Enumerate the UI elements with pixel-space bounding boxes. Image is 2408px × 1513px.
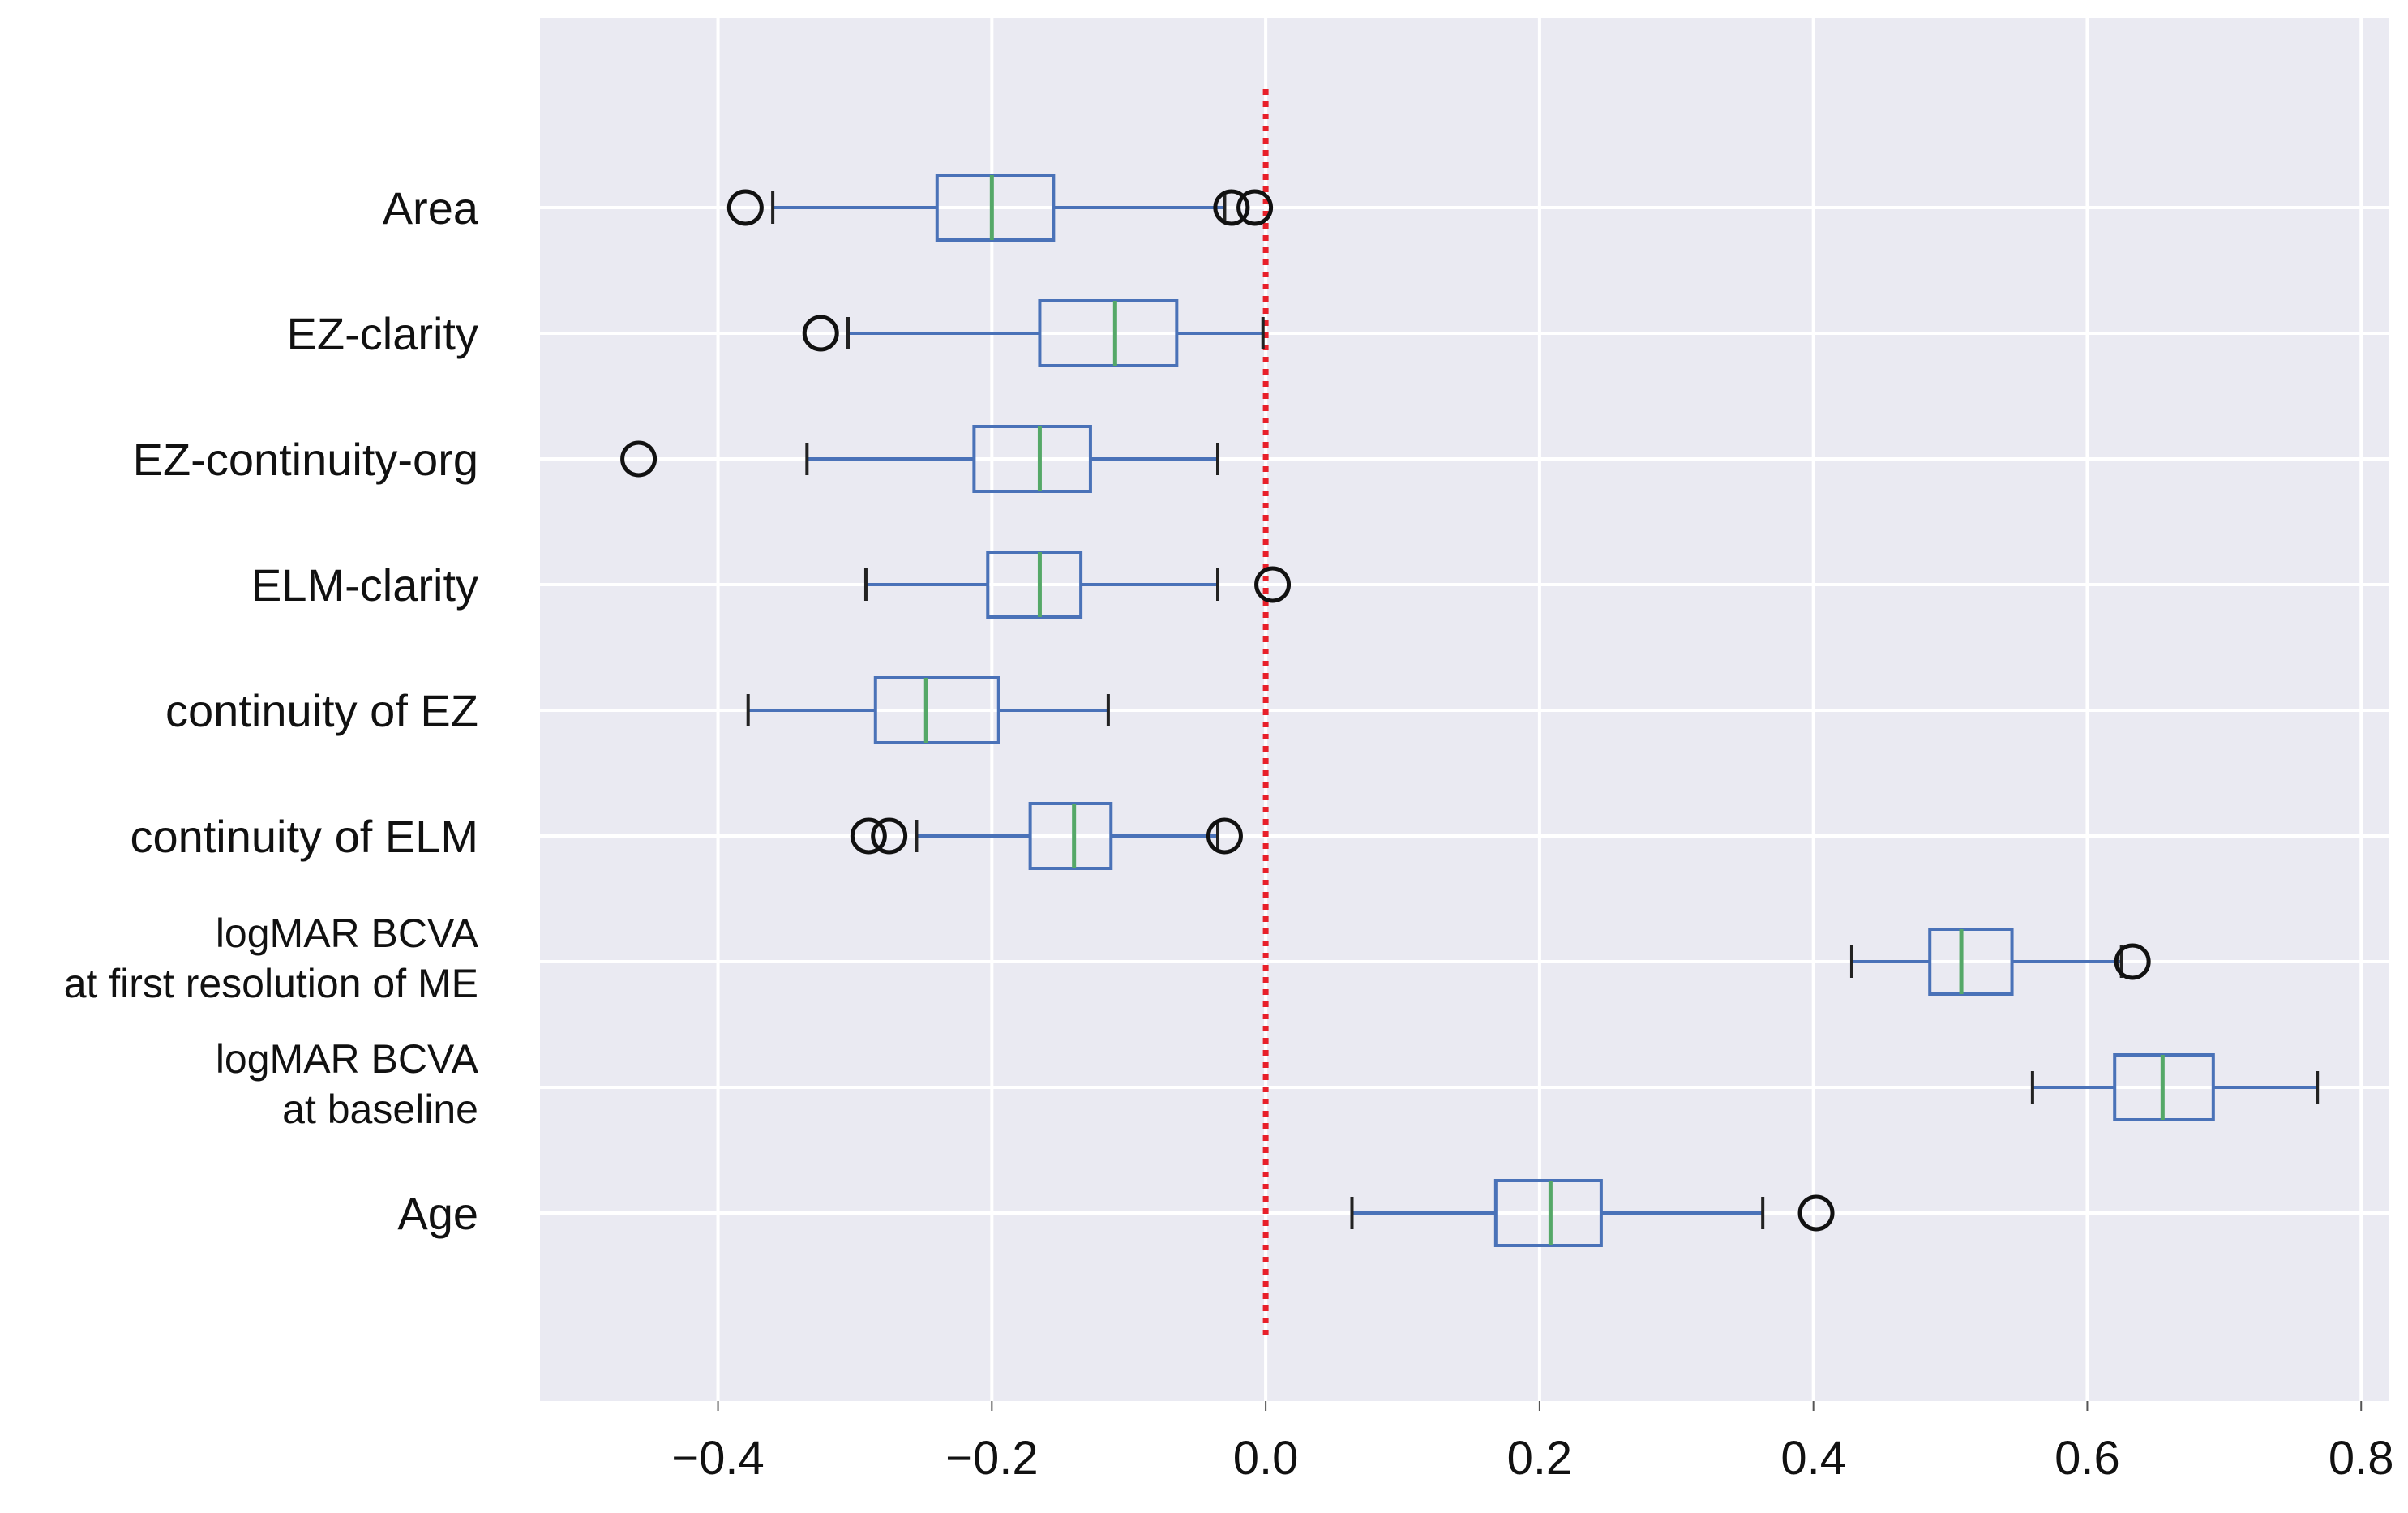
x-tick-label: 0.6 <box>2055 1432 2120 1485</box>
box-group <box>850 802 1243 870</box>
category-label: Age <box>397 1188 478 1239</box>
category-label-line: logMAR BCVA <box>216 1036 479 1082</box>
category-label: Area <box>383 182 479 234</box>
x-tick-label: 0.2 <box>1507 1432 1573 1485</box>
outlier-point <box>1206 817 1243 855</box>
outlier-point <box>2114 943 2151 980</box>
box-group <box>620 425 1219 493</box>
category-label: continuity of ELM <box>130 811 478 862</box>
iqr-box <box>972 425 1092 493</box>
iqr-box <box>1038 299 1179 367</box>
iqr-box <box>986 551 1083 619</box>
box-group <box>863 551 1292 619</box>
category-label: continuity of EZ <box>165 685 478 736</box>
iqr-box <box>873 676 1000 744</box>
category-label: EZ-continuity-org <box>133 434 478 485</box>
outlier-point <box>620 440 658 478</box>
iqr-box <box>1928 928 2014 996</box>
outlier-point <box>726 189 764 226</box>
box-group <box>802 299 1265 367</box>
x-tick-label: −0.2 <box>945 1432 1039 1485</box>
category-label: ELM-clarity <box>251 559 478 611</box>
box-group <box>746 676 1110 744</box>
x-tick-label: −0.4 <box>671 1432 765 1485</box>
outlier-point <box>1236 189 1274 226</box>
x-tick-label: 0.8 <box>2329 1432 2394 1485</box>
iqr-box <box>935 174 1056 242</box>
x-tick-label: 0.4 <box>1780 1432 1846 1485</box>
outlier-point <box>802 315 839 352</box>
outlier-point <box>850 817 887 855</box>
outlier-point <box>1254 566 1292 603</box>
iqr-box <box>1028 802 1113 870</box>
category-label: logMAR BCVA at baseline <box>216 1036 479 1132</box>
category-labels: Area EZ-clarity EZ-continuity-org ELM-clari… <box>64 182 479 1239</box>
x-tick-labels: −0.4 −0.2 0.0 0.2 0.4 0.6 0.8 <box>671 1401 2394 1485</box>
boxes <box>620 174 2320 1247</box>
box-group <box>1849 928 2151 996</box>
x-tick-label: 0.0 <box>1233 1432 1299 1485</box>
category-label-line: at baseline <box>282 1087 478 1132</box>
category-label: logMAR BCVA at first resolution of ME <box>64 911 479 1006</box>
outlier-point <box>871 817 908 855</box>
box-group <box>2030 1053 2320 1121</box>
outlier-point <box>1797 1194 1835 1232</box>
box-group <box>1350 1179 1835 1247</box>
category-label: EZ-clarity <box>287 308 478 359</box>
box-group <box>726 174 1274 242</box>
outlier-point <box>1213 189 1250 226</box>
category-label-line: at first resolution of ME <box>64 961 478 1006</box>
iqr-box <box>1493 1179 1603 1247</box>
category-label-line: logMAR BCVA <box>216 911 479 956</box>
